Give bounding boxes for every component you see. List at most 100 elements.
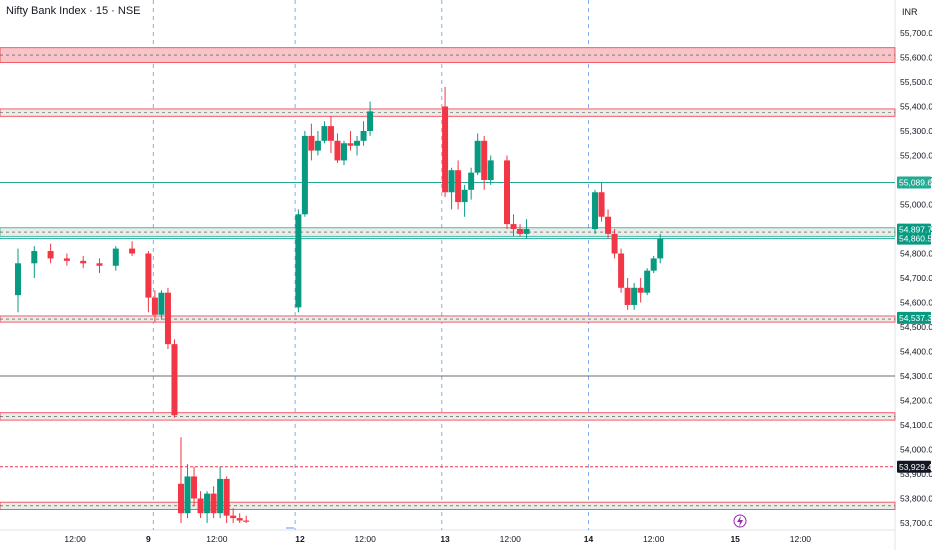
price-tick-label: 54,700.00 — [900, 273, 932, 283]
price-tick-label: 55,300.00 — [900, 126, 932, 136]
price-tick-label: 55,700.00 — [900, 28, 932, 38]
candle-body — [158, 292, 165, 315]
lightning-bolt — [737, 516, 743, 527]
candle-body — [367, 111, 374, 131]
time-tick-label: 9 — [146, 534, 151, 544]
price-tick-label: 55,200.00 — [900, 151, 932, 161]
candle-body — [341, 143, 347, 161]
currency-label[interactable]: INR — [902, 7, 918, 17]
candle-body — [474, 140, 481, 173]
candle-body — [308, 135, 315, 151]
candle-body — [650, 258, 657, 271]
price-tick-label: 54,300.00 — [900, 371, 932, 381]
candle-body — [598, 192, 605, 217]
price-tick-label: 55,600.00 — [900, 53, 932, 63]
price-tick-label: 55,400.00 — [900, 102, 932, 112]
price-tick-label: 55,500.00 — [900, 77, 932, 87]
candle-body — [223, 478, 230, 516]
time-tick-label: 15 — [730, 534, 740, 544]
candle-body — [178, 483, 184, 514]
price-tick-label: 54,000.00 — [900, 445, 932, 455]
candle-body — [47, 251, 54, 259]
price-badge-label: 55,089.65 — [899, 178, 932, 188]
candle-body — [592, 192, 599, 229]
candle-body — [487, 160, 494, 180]
candle-body — [327, 126, 334, 141]
candle-body — [164, 292, 171, 345]
candle-body — [611, 233, 618, 254]
price-tick-label: 54,500.00 — [900, 322, 932, 332]
price-badge-label: 54,860.55 — [899, 234, 932, 244]
candle-body — [455, 170, 462, 203]
candle-body — [184, 476, 191, 514]
candle-body — [360, 131, 367, 141]
candle-body — [204, 493, 211, 514]
candle-body — [347, 143, 354, 146]
candles-layer — [15, 86, 664, 523]
candle-body — [129, 248, 136, 254]
candle-body — [230, 515, 237, 519]
price-badge — [897, 311, 931, 324]
candle-body — [517, 229, 524, 234]
candle-body — [461, 189, 468, 203]
candle-body — [31, 251, 38, 264]
candle-body — [236, 518, 243, 521]
candle-body — [448, 170, 455, 193]
candle-body — [171, 344, 178, 416]
price-axis[interactable]: 55,700.00 55,600.00 55,500.00 55,400.00 55,3… — [900, 28, 932, 528]
candle-body — [191, 476, 198, 499]
candle-body — [354, 140, 361, 146]
candle-body — [442, 106, 449, 193]
candle-body — [63, 258, 70, 261]
candle-body — [197, 498, 204, 514]
price-tick-label: 53,800.00 — [900, 494, 932, 504]
chart-title: Nifty Bank Index · 15 · NSE — [6, 5, 141, 17]
time-tick-label: 13 — [440, 534, 450, 544]
time-axis[interactable]: 12:00 9 12:00 12 12:00 13 12:00 14 12:00 15 12:00 — [64, 534, 811, 544]
candle-body — [657, 238, 664, 259]
price-tick-label: 54,600.00 — [900, 298, 932, 308]
price-tick-label: 54,400.00 — [900, 347, 932, 357]
candle-body — [96, 263, 103, 266]
candle-body — [217, 478, 224, 514]
time-tick-label: 12 — [295, 534, 305, 544]
candle-body — [321, 126, 328, 141]
price-tick-label: 53,900.00 — [900, 469, 932, 479]
price-badge — [897, 223, 931, 236]
candle-body — [301, 135, 308, 215]
candle-body — [481, 140, 488, 180]
time-tick-label: 12:00 — [206, 534, 228, 544]
candle-body — [510, 224, 517, 229]
price-badges: 55,089.65 54,897.7054,860.55 54,537.30 53,9… — [897, 176, 932, 473]
price-badge-label: 54,897.70 — [899, 225, 932, 235]
price-badge — [897, 176, 931, 189]
candle-body — [243, 520, 250, 522]
price-tick-label: 54,100.00 — [900, 420, 932, 430]
price-badge — [897, 460, 931, 473]
candle-body — [523, 229, 530, 234]
price-tick-label: 54,200.00 — [900, 396, 932, 406]
candle-body — [605, 216, 612, 234]
price-badge — [897, 232, 931, 245]
time-tick-label: 12:00 — [643, 534, 665, 544]
candle-body — [295, 214, 302, 308]
price-badge-label: 53,929.45 — [899, 462, 932, 472]
candle-body — [631, 287, 638, 305]
candle-body — [637, 287, 644, 293]
candle-body — [504, 160, 510, 225]
candle-body — [618, 253, 625, 288]
lightning-icon — [733, 514, 747, 528]
time-tick-label: 12:00 — [355, 534, 377, 544]
candle-body — [15, 263, 21, 296]
price-tick-label: 54,800.00 — [900, 249, 932, 259]
time-tick-label: 12:00 — [500, 534, 522, 544]
misc-layer — [286, 514, 747, 529]
candle-body — [334, 140, 341, 161]
time-tick-label: 12:00 — [64, 534, 86, 544]
candle-body — [112, 248, 119, 266]
candle-body — [468, 172, 475, 190]
candle-body — [314, 140, 321, 151]
